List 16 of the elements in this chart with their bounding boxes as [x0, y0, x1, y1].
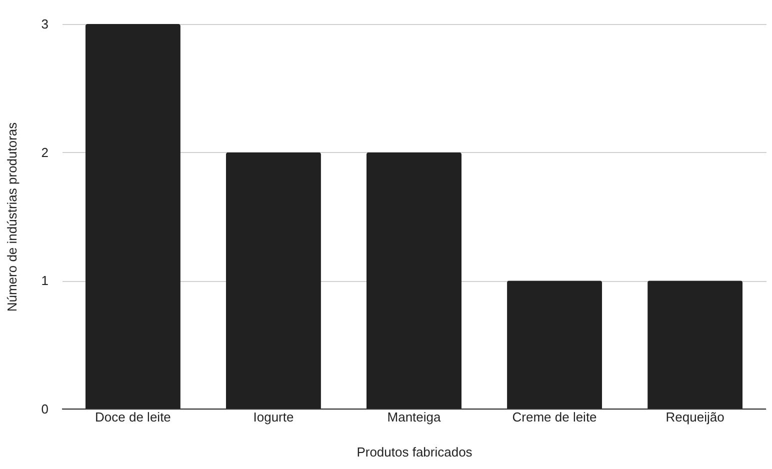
bar: [507, 280, 602, 409]
x-tick-label: Manteiga: [387, 410, 442, 424]
bar: [85, 24, 180, 409]
y-tick-label: 3: [41, 16, 48, 32]
x-tick-label: Requeijão: [666, 410, 724, 424]
bar: [226, 152, 321, 409]
x-tick-label: Creme de leite: [512, 410, 597, 424]
y-tick-label: 2: [41, 144, 48, 160]
x-tick-label: Iogurte: [253, 410, 294, 424]
y-tick-label: 0: [41, 402, 48, 416]
bar: [366, 152, 462, 409]
y-axis-title: Número de indústrias produtoras: [4, 122, 20, 312]
x-tick-label: Doce de leite: [95, 410, 171, 424]
y-tick-label: 1: [41, 273, 48, 288]
bar: [648, 280, 743, 409]
x-axis-title: Produtos fabricados: [356, 444, 473, 460]
